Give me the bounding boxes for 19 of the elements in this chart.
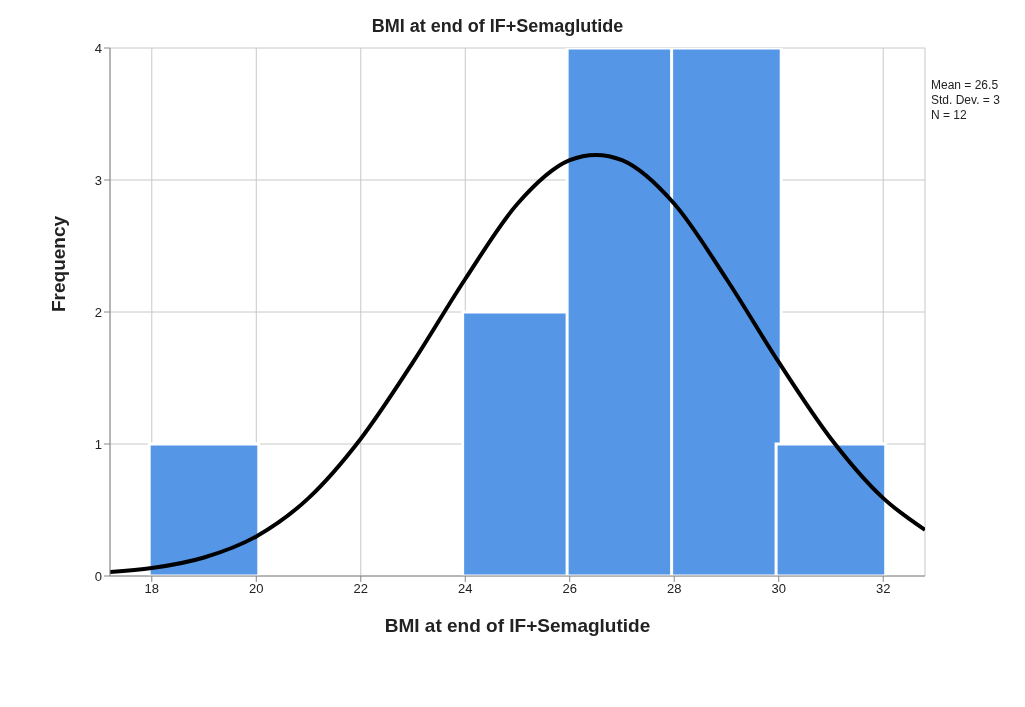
x-tick-label: 32: [875, 581, 891, 597]
y-tick-label: 4: [94, 40, 102, 56]
y-tick-label: 3: [94, 172, 102, 188]
y-tick-label: 1: [94, 436, 102, 452]
y-axis-title: Frequency: [47, 215, 69, 312]
x-tick-label: 20: [249, 581, 264, 597]
y-tick-label: 2: [94, 304, 102, 320]
text: Std. Dev. = 3: [931, 93, 1000, 108]
y-tick-label: 0: [94, 568, 102, 584]
x-tick-label: 26: [562, 581, 577, 597]
text: Mean = 26.5: [931, 78, 1000, 93]
x-tick-label: 22: [353, 581, 368, 597]
x-tick-label: 30: [771, 581, 786, 597]
text: N = 12: [931, 108, 968, 123]
x-tick-label: 18: [144, 581, 160, 597]
x-axis-title: BMI at end of IF+Semaglutide: [384, 615, 651, 636]
chart-title: BMI at end of IF+Semaglutide: [370, 16, 625, 37]
x-tick-label: 24: [458, 581, 473, 597]
x-tick-label: 28: [667, 581, 682, 597]
